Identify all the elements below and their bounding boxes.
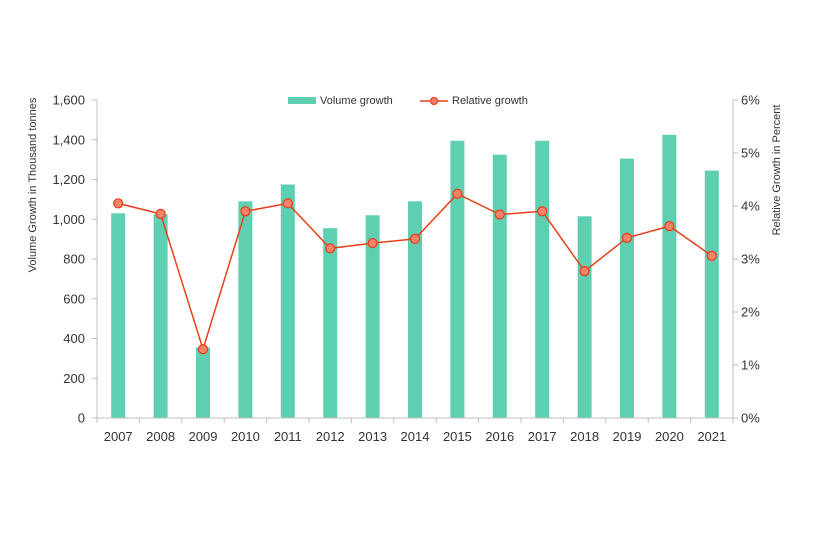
x-tick-label: 2017 xyxy=(528,429,557,444)
legend-swatch-volume-growth xyxy=(288,97,316,104)
x-tick-label: 2012 xyxy=(316,429,345,444)
point-2020 xyxy=(664,220,675,232)
point-2016 xyxy=(494,209,505,220)
y2-tick-label: 2% xyxy=(741,305,760,320)
y2-tick-label: 3% xyxy=(741,252,760,267)
x-tick-label: 2013 xyxy=(358,429,387,444)
point-2021 xyxy=(706,250,717,261)
legend: Volume growth Relative growth xyxy=(288,95,528,107)
x-tick-label: 2019 xyxy=(613,429,642,444)
y-tick-label: 1,600 xyxy=(52,93,85,108)
point-2014 xyxy=(409,233,421,245)
bar-2010 xyxy=(238,201,253,418)
y-tick-label: 0 xyxy=(78,411,85,426)
bar-series-volume-growth xyxy=(111,134,719,418)
bar-2017 xyxy=(535,140,550,418)
x-tick-label: 2009 xyxy=(189,429,218,444)
point-2012 xyxy=(325,243,336,254)
bar-2009 xyxy=(196,347,210,418)
point-2009 xyxy=(197,343,209,355)
y2-tick-label: 5% xyxy=(741,146,760,161)
y2-tick-label: 4% xyxy=(741,199,760,214)
bar-2015 xyxy=(450,140,465,418)
x-tick-label: 2007 xyxy=(104,429,133,444)
bar-2008 xyxy=(153,214,168,418)
bar-2011 xyxy=(280,184,295,418)
x-tick-label: 2020 xyxy=(655,429,684,444)
point-2019 xyxy=(621,232,633,243)
bar-2007 xyxy=(111,213,126,418)
line-series-relative-growth xyxy=(113,188,717,355)
y-tick-label: 800 xyxy=(63,252,85,267)
point-2017 xyxy=(537,206,548,217)
point-2013 xyxy=(367,237,378,249)
x-tick-label: 2016 xyxy=(485,429,514,444)
y2-tick-label: 0% xyxy=(741,411,760,426)
point-2015 xyxy=(452,188,463,199)
point-2007 xyxy=(113,198,124,209)
x-tick-label: 2010 xyxy=(231,429,260,444)
y-tick-label: 400 xyxy=(63,331,85,346)
bar-2018 xyxy=(577,216,592,418)
point-2010 xyxy=(240,206,251,217)
point-2011 xyxy=(282,198,293,209)
bar-2012 xyxy=(323,228,338,418)
y-axis-title: Volume Growth in Thousand tonnes xyxy=(27,97,39,272)
bar-2021 xyxy=(704,170,719,418)
bar-2016 xyxy=(492,154,507,418)
y-tick-label: 600 xyxy=(63,291,85,306)
x-tick-label: 2014 xyxy=(401,429,430,444)
x-tick-label: 2018 xyxy=(570,429,599,444)
x-tick-label: 2011 xyxy=(274,429,302,444)
y2-tick-label: 1% xyxy=(741,358,760,373)
y-tick-label: 1,400 xyxy=(52,132,85,147)
x-tick-label: 2021 xyxy=(697,429,726,444)
point-2018 xyxy=(579,266,590,277)
right-axis: 0% 1% 2% 3% 4% 5% 6% xyxy=(732,93,760,426)
legend-label-volume-growth: Volume growth xyxy=(320,95,393,107)
legend-marker-relative-growth xyxy=(429,96,439,106)
x-tick-label: 2008 xyxy=(146,429,175,444)
x-axis: 2007 2008 2009 2010 2011 2012 2013 2014 2015 2016… xyxy=(96,417,734,444)
y2-tick-label: 6% xyxy=(741,93,760,108)
y2-axis-title: Relative Growth in Percent xyxy=(771,105,783,236)
x-tick-label: 2015 xyxy=(443,429,472,444)
bar-2020 xyxy=(662,134,677,418)
legend-label-relative-growth: Relative growth xyxy=(452,95,528,107)
y-tick-label: 1,200 xyxy=(52,172,85,187)
y-tick-label: 200 xyxy=(63,371,85,386)
y-tick-label: 1,000 xyxy=(52,212,85,227)
left-axis: 0 200 400 600 800 1,000 1,200 1,400 1,600 xyxy=(52,93,98,426)
bar-2019 xyxy=(620,158,634,418)
bar-2014 xyxy=(408,201,422,418)
point-2008 xyxy=(155,208,166,220)
bar-2013 xyxy=(365,215,380,418)
